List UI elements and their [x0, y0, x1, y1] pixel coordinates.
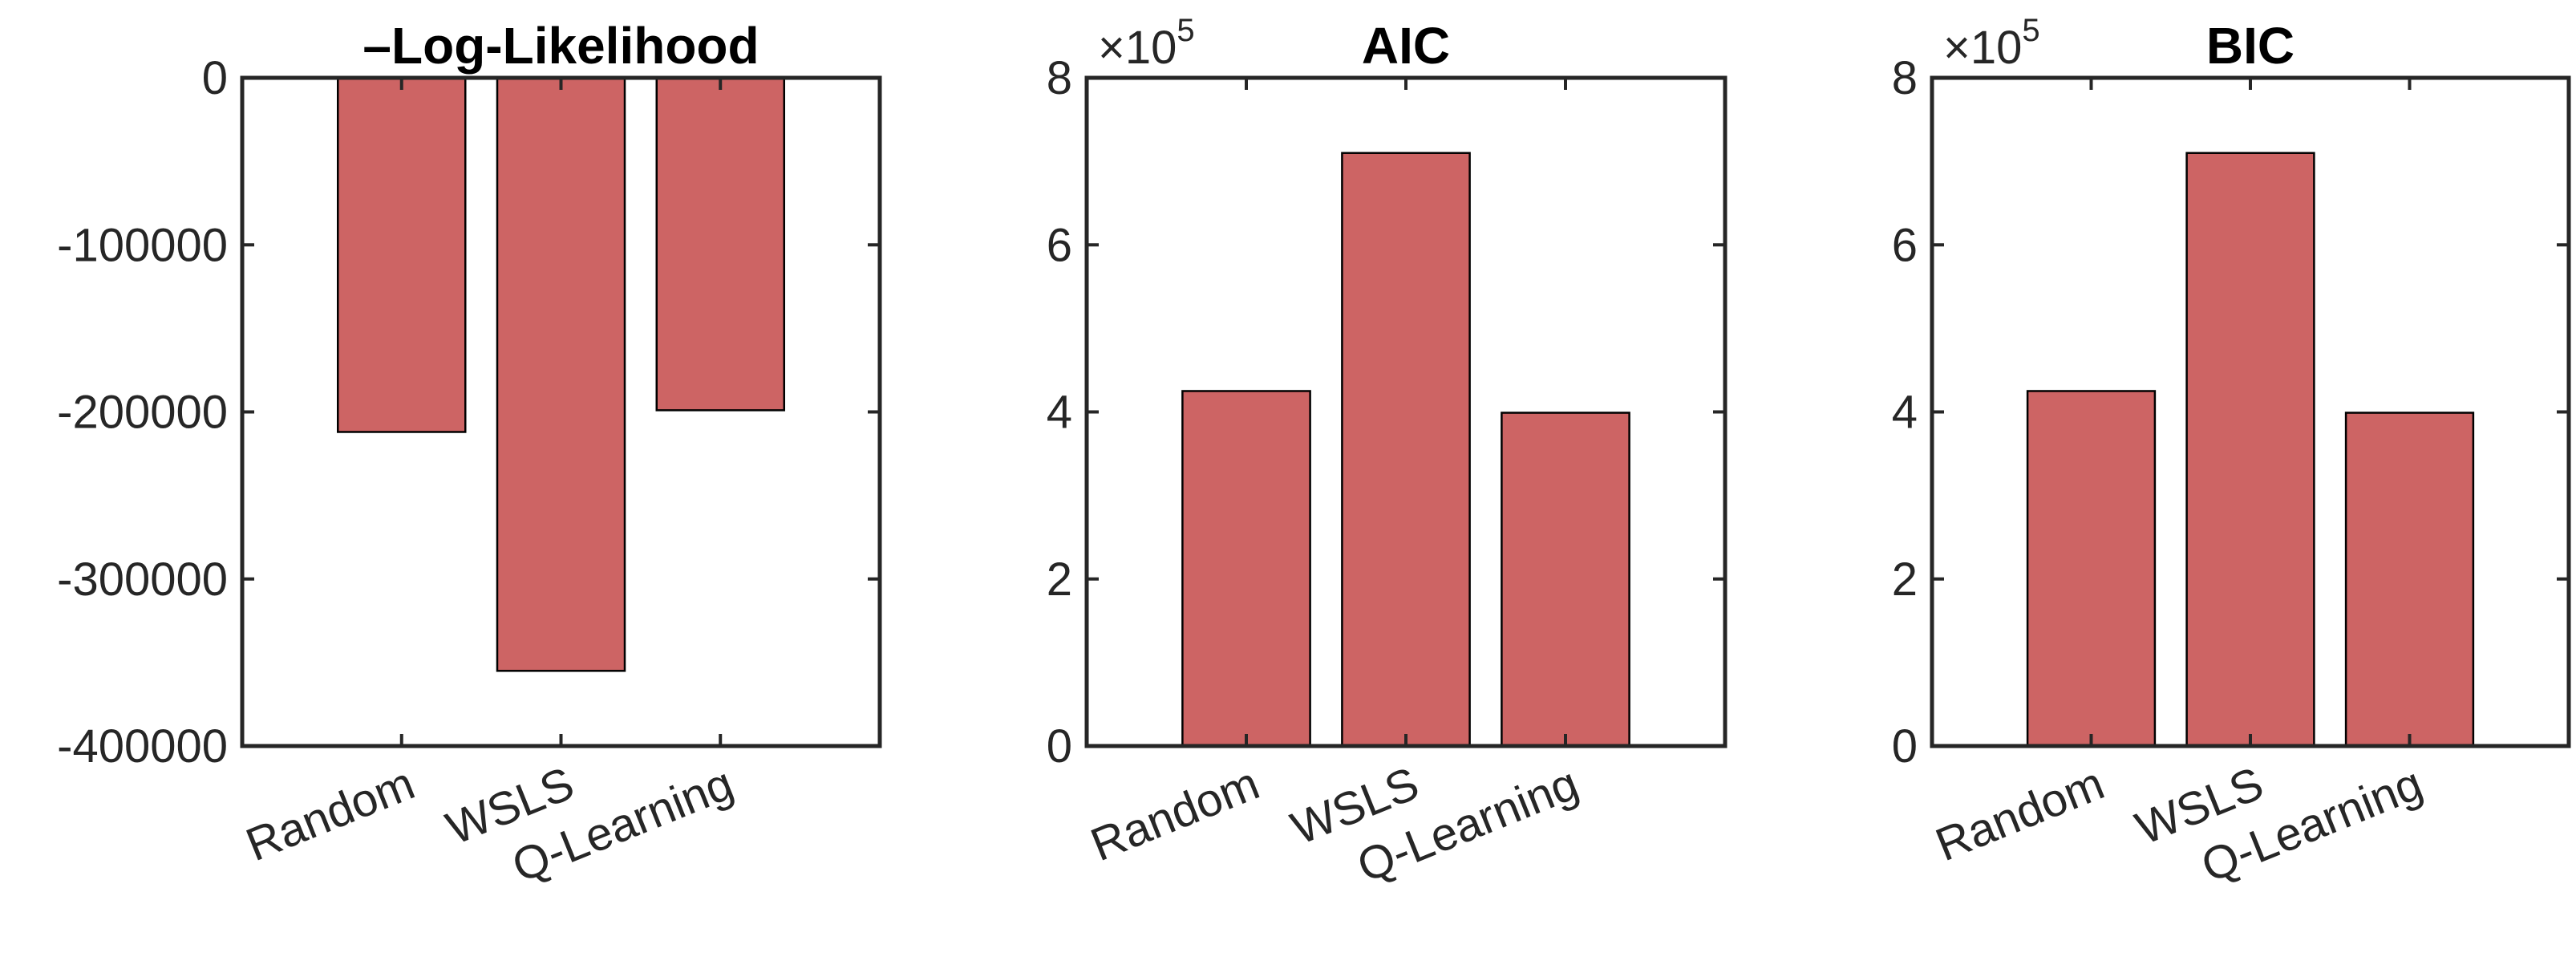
y-tick-label: 6	[1892, 219, 1918, 271]
y-tick-label: -300000	[57, 553, 228, 606]
x-tick-label: Random	[1929, 757, 2112, 871]
bar-random	[2026, 390, 2157, 748]
y-tick-label: 4	[1892, 387, 1918, 439]
bar-q-learning	[2344, 412, 2475, 748]
bar-q-learning	[655, 76, 785, 412]
x-tick-label: Random	[1083, 757, 1266, 871]
y-tick-label: -400000	[57, 720, 228, 772]
x-tick-label: Random	[239, 757, 422, 871]
bar-wsls	[1341, 152, 1471, 748]
chart-title: AIC	[1362, 17, 1450, 75]
bar-wsls	[2185, 152, 2315, 748]
y-tick-label: 8	[1047, 52, 1072, 104]
y-exponent-power: 5	[1177, 13, 1194, 48]
y-tick-label: 6	[1047, 219, 1072, 271]
y-exponent-label: ×105	[1098, 13, 1195, 74]
y-tick-label: -200000	[57, 387, 228, 439]
y-tick-label: 2	[1047, 553, 1072, 606]
bar-q-learning	[1501, 412, 1630, 748]
bar-random	[337, 76, 467, 433]
y-exponent-base: ×10	[1098, 22, 1177, 74]
chart-title: –Log-Likelihood	[363, 17, 759, 75]
y-tick-label: -100000	[57, 219, 228, 271]
y-tick-label: 8	[1892, 52, 1918, 104]
bar-random	[1181, 390, 1311, 748]
y-exponent-label: ×105	[1943, 13, 2040, 74]
y-tick-label: 0	[202, 52, 228, 104]
y-tick-label: 0	[1047, 720, 1072, 772]
y-exponent-power: 5	[2022, 13, 2039, 48]
chart-title: BIC	[2206, 17, 2295, 75]
y-tick-label: 2	[1892, 553, 1918, 606]
bar-wsls	[496, 76, 626, 672]
y-tick-label: 4	[1047, 387, 1072, 439]
y-tick-label: 0	[1892, 720, 1918, 772]
y-exponent-base: ×10	[1943, 22, 2022, 74]
